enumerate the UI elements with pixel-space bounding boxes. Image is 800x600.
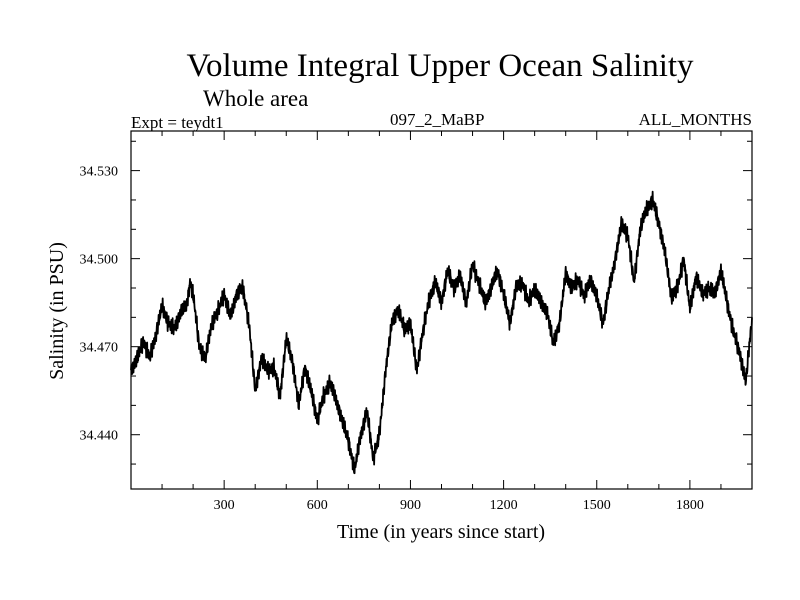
months-label: ALL_MONTHS (638, 110, 752, 129)
tick-labels: 300 600 900 1200 1500 1800 34.440 34.470 34.500 3… (80, 165, 704, 513)
y-axis-label: Salinity (in PSU) (46, 242, 68, 380)
x-tick-label: 1200 (490, 498, 518, 513)
y-tick-label: 34.500 (80, 253, 119, 268)
y-tick-label: 34.470 (80, 341, 119, 356)
x-tick-label: 900 (400, 498, 421, 513)
x-tick-label: 300 (214, 498, 235, 513)
axis-ticks (131, 131, 752, 489)
x-axis-label: Time (in years since start) (337, 521, 545, 543)
chart-title: Volume Integral Upper Ocean Salinity (186, 48, 694, 84)
x-tick-label: 1800 (676, 498, 704, 513)
y-tick-label: 34.530 (80, 165, 119, 180)
run-id-label: 097_2_MaBP (390, 110, 485, 129)
x-tick-label: 600 (307, 498, 328, 513)
experiment-label: Expt = teydt1 (131, 113, 224, 132)
x-tick-label: 1500 (583, 498, 611, 513)
salinity-series-line (130, 190, 753, 475)
chart-subtitle: Whole area (203, 86, 309, 111)
y-tick-label: 34.440 (80, 429, 119, 444)
